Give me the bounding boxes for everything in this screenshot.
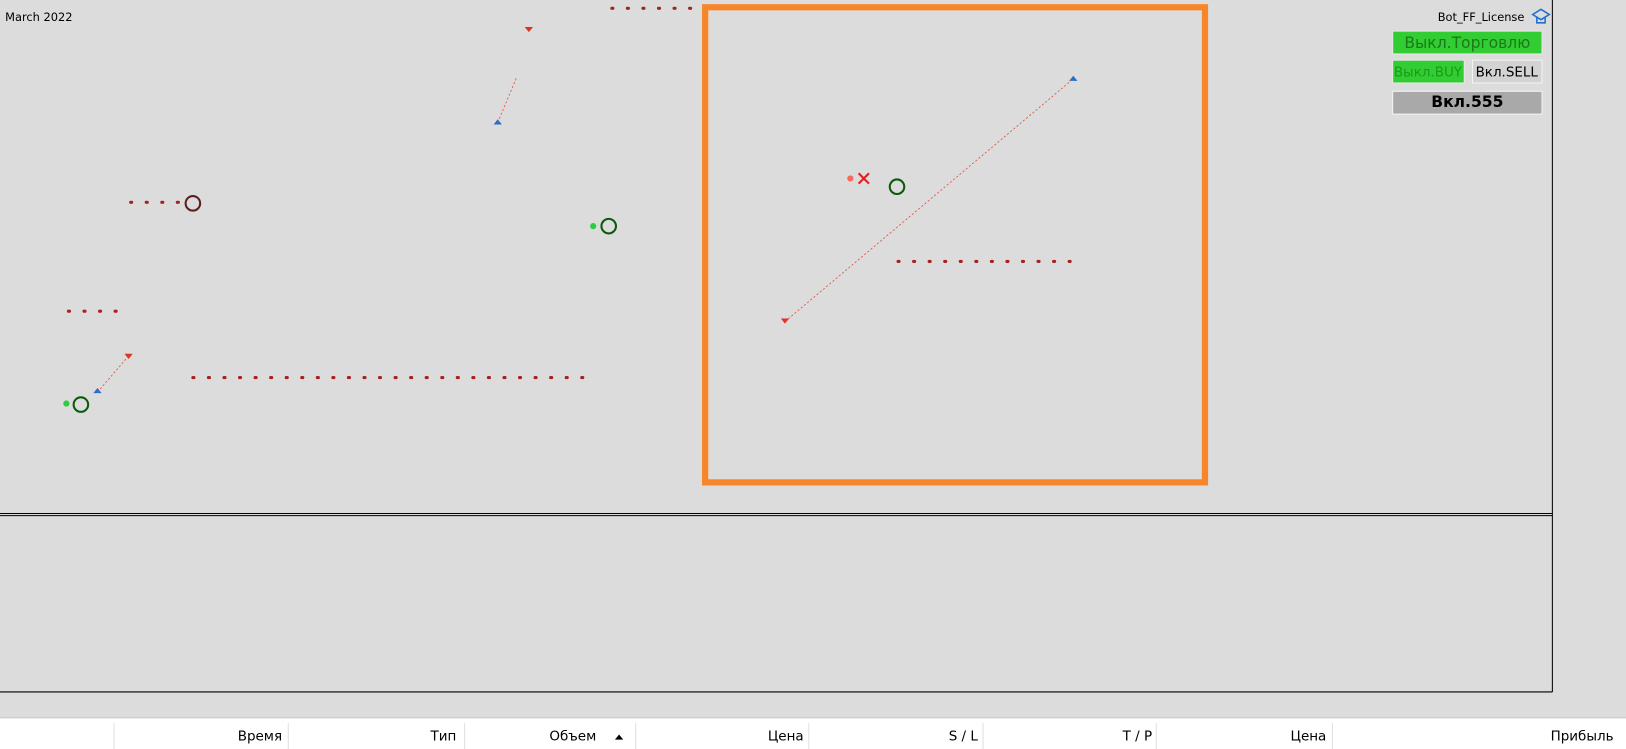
- tp-dots: [66, 6, 1082, 380]
- marker: [600, 217, 618, 235]
- marker: [63, 400, 70, 407]
- button[interactable]: [1392, 59, 1465, 84]
- button[interactable]: [1472, 59, 1543, 84]
- column-header[interactable]: T / P: [1122, 729, 1152, 745]
- marker: [184, 195, 202, 212]
- corner-label: March 2022: [5, 10, 72, 24]
- table-header-bg: [0, 717, 1626, 749]
- license-icon: [1531, 8, 1551, 24]
- close-mark: [857, 172, 870, 185]
- trade-line: [97, 77, 1074, 393]
- marker: [590, 223, 597, 230]
- button-label[interactable]: Вкл.SELL: [1476, 65, 1539, 81]
- button-label[interactable]: Выкл.BUY: [1394, 65, 1463, 81]
- marker: [72, 396, 90, 413]
- highlight-box: [702, 4, 1209, 486]
- sort-arrow: [614, 734, 624, 740]
- button-label[interactable]: Вкл.555: [1431, 93, 1503, 111]
- column-header[interactable]: S / L: [949, 729, 979, 745]
- marker: [888, 178, 906, 196]
- column-header[interactable]: Прибыль: [1551, 729, 1614, 745]
- column-header[interactable]: Цена: [768, 729, 804, 745]
- column-header[interactable]: Время: [238, 729, 282, 745]
- column-header[interactable]: Тип: [429, 729, 456, 745]
- column-separators: [113, 723, 1334, 749]
- marker: [847, 175, 854, 182]
- button[interactable]: [1392, 30, 1543, 55]
- column-header[interactable]: Объем: [549, 729, 596, 745]
- button-label[interactable]: Выкл.Торговлю: [1404, 34, 1530, 52]
- column-header[interactable]: Цена: [1291, 729, 1327, 745]
- trade-markers: [63, 6, 1082, 413]
- button[interactable]: [1392, 90, 1543, 115]
- license-label: Bot_FF_License: [1438, 10, 1525, 24]
